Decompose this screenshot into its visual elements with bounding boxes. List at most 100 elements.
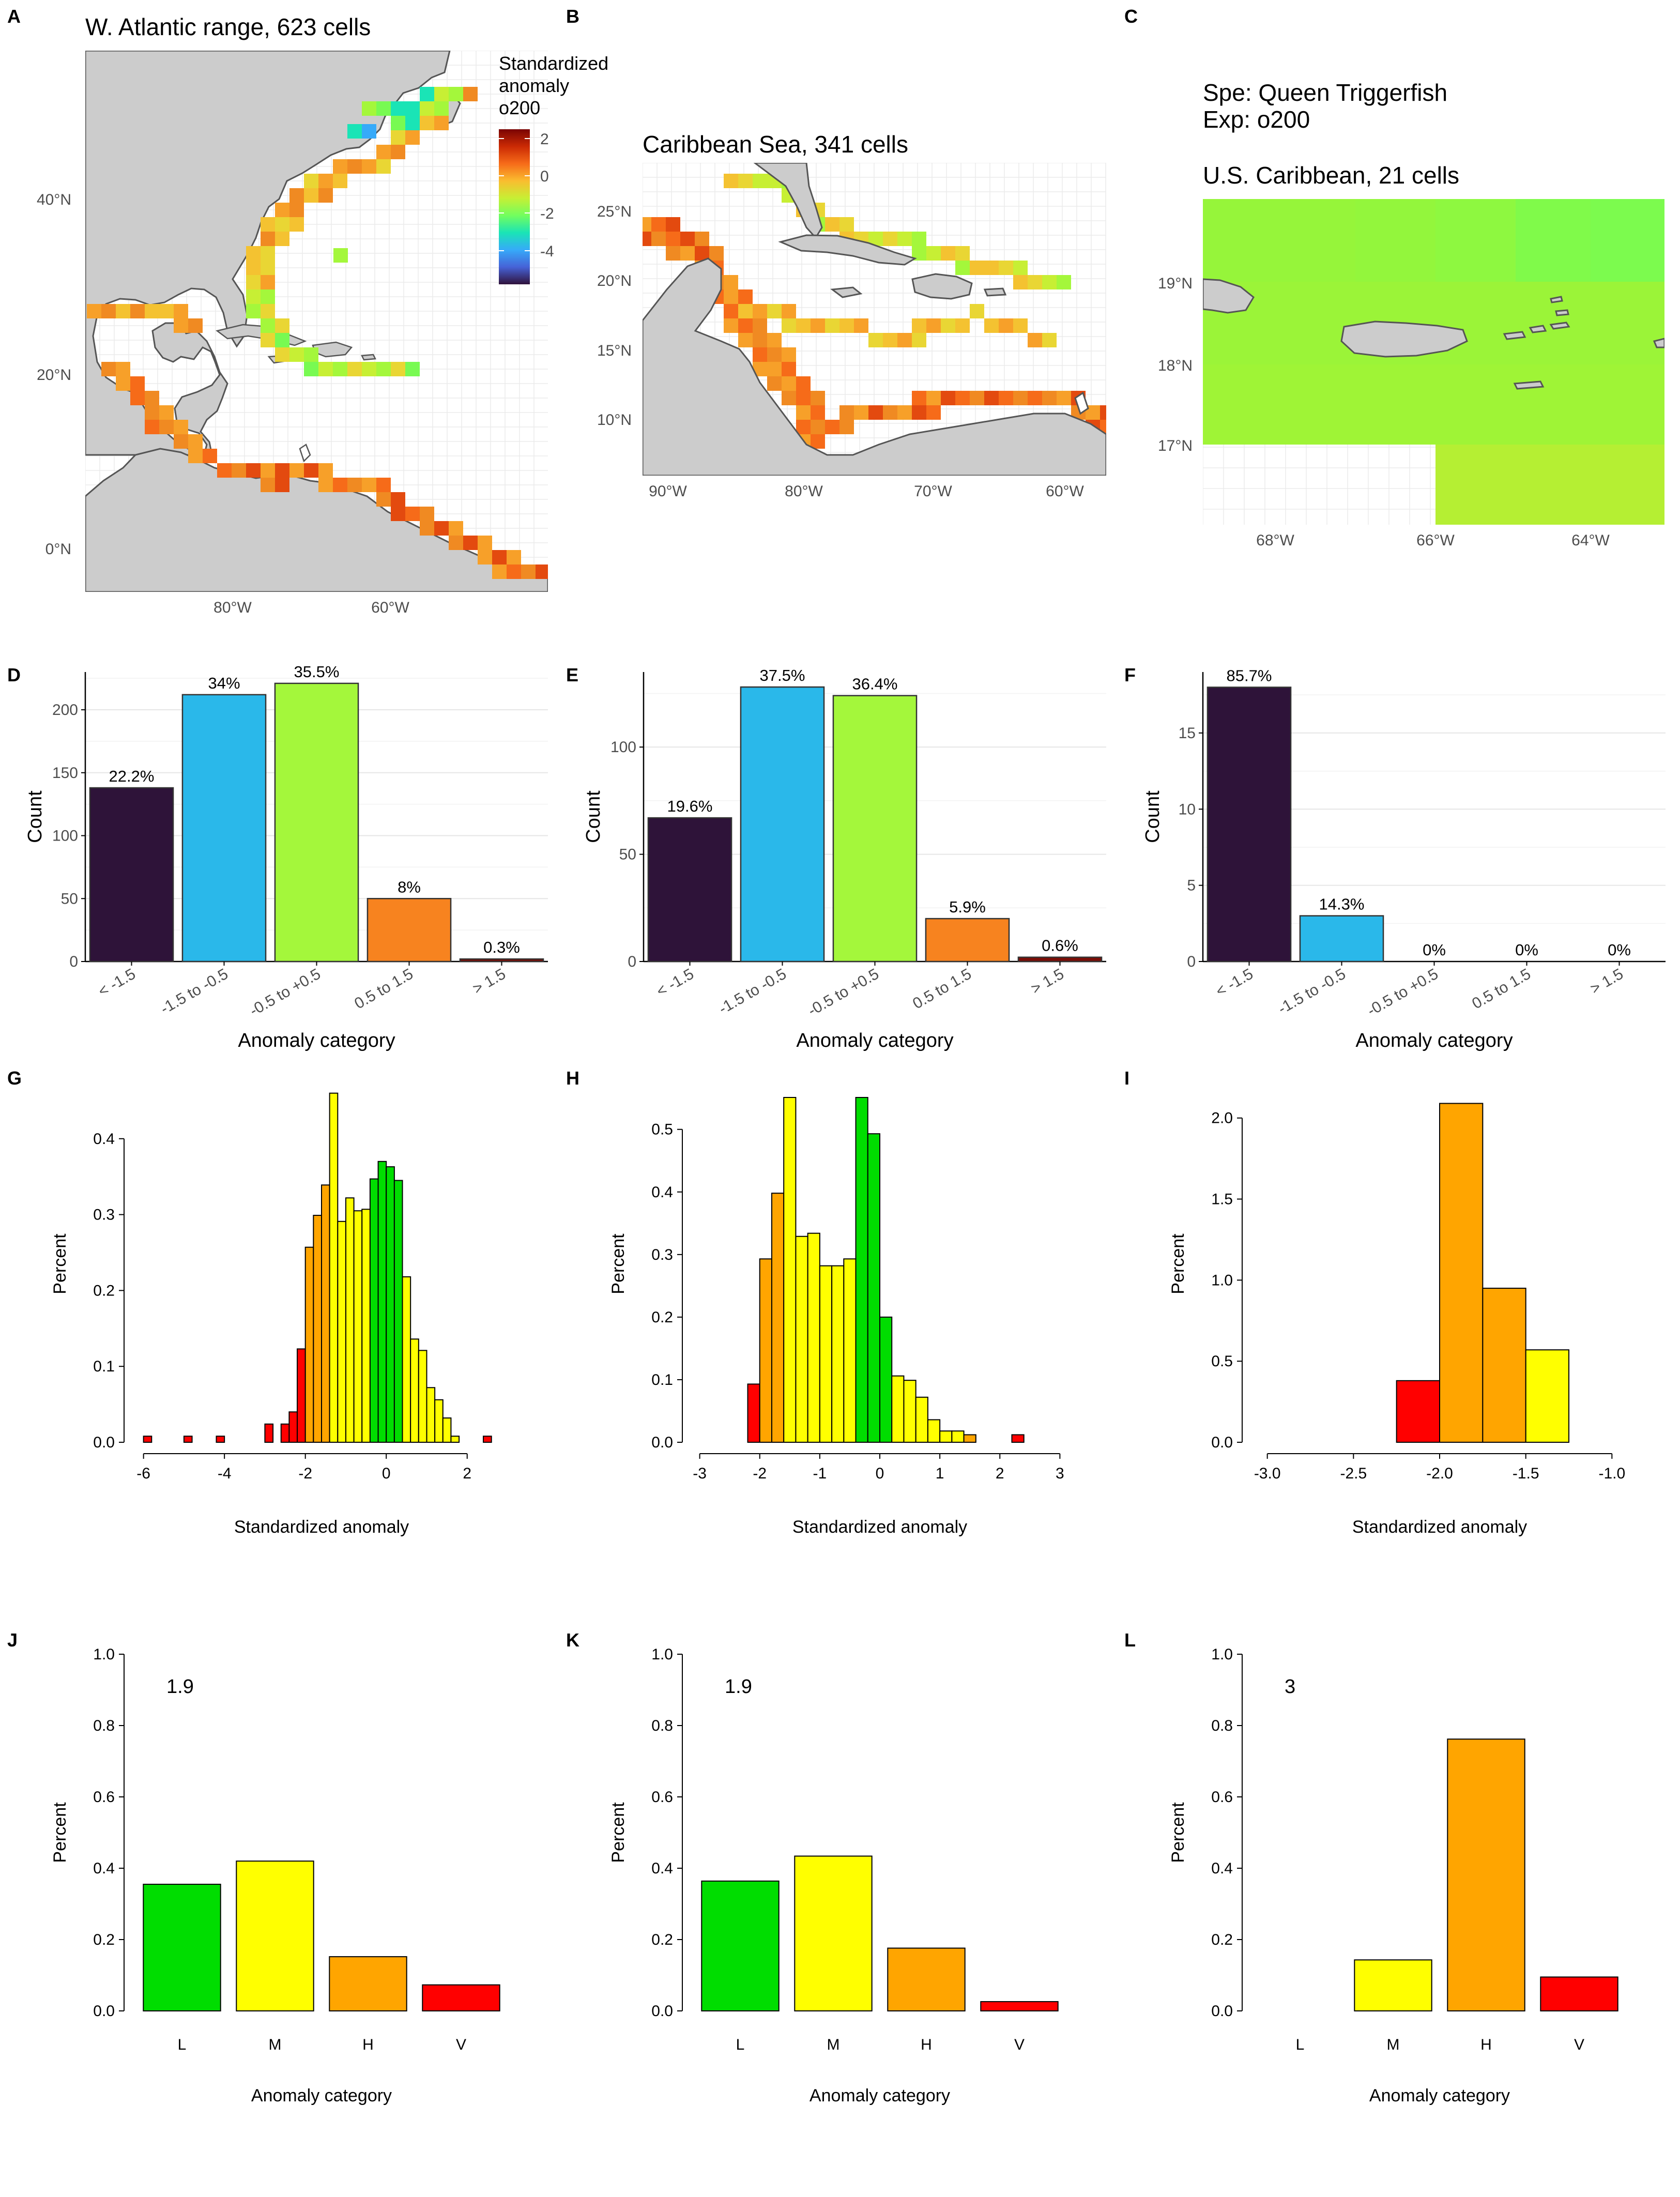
map-b-cell <box>912 333 926 347</box>
map-b-cell <box>912 391 926 405</box>
map-b-land-trinidad <box>1074 391 1089 415</box>
map-c-cell <box>1435 199 1516 282</box>
map-b-cell <box>970 304 984 318</box>
histogram-bin <box>337 1220 346 1443</box>
x-axis-title: Anomaly category <box>1355 1030 1513 1051</box>
map-a-xtick: 80°W <box>213 599 252 616</box>
map-a-cell <box>391 101 405 116</box>
y-tick-label: 0.8 <box>651 1717 673 1734</box>
y-axis-title: Count <box>1142 790 1164 843</box>
x-tick-label: V <box>1574 2036 1584 2053</box>
histogram-bin <box>304 1246 314 1443</box>
x-tick-label: M <box>827 2036 840 2053</box>
histogram-bin <box>771 1193 785 1443</box>
x-tick-label: -0.5 to +0.5 <box>1364 965 1441 1019</box>
bar-data-label: 22.2% <box>109 767 155 785</box>
map-a-cell <box>536 564 548 579</box>
legend-tick: 2 <box>540 131 549 148</box>
bar <box>1299 915 1384 963</box>
map-b-cell <box>680 246 695 261</box>
x-tick-label: -3 <box>693 1465 707 1482</box>
map-b-cell <box>897 232 912 246</box>
map-a-cell <box>203 449 217 463</box>
y-tick-label: 0.0 <box>1211 1434 1233 1451</box>
x-tick-label: H <box>1480 2036 1492 2053</box>
bar <box>887 1947 966 2012</box>
map-b-cell <box>767 347 782 362</box>
x-tick-label: 2 <box>463 1465 471 1482</box>
map-c-land-bvi <box>1550 296 1563 303</box>
histogram-bin <box>939 1430 953 1443</box>
bar-data-label: 37.5% <box>760 666 805 684</box>
map-b-xtick: 60°W <box>1046 483 1084 500</box>
x-tick-label: M <box>269 2036 282 2053</box>
map-panel-a: A W. Atlantic range, 623 cells 40°N 20°N… <box>7 6 608 616</box>
map-b-anomaly-cells <box>643 174 1106 449</box>
histogram-bin <box>426 1387 436 1443</box>
map-c-land-stjohn <box>1555 309 1569 316</box>
map-b-cell <box>955 318 970 333</box>
bar <box>980 2001 1059 2012</box>
map-a-cell <box>376 101 391 116</box>
y-tick-label: 0.2 <box>93 1282 115 1299</box>
y-tick-label: 0.0 <box>93 2003 115 2020</box>
bar-data-label: 35.5% <box>294 663 340 681</box>
histogram-bin <box>951 1430 965 1443</box>
map-b-cell <box>970 261 984 275</box>
x-axis-title: Anomaly category <box>796 1030 953 1051</box>
map-b-cell <box>796 420 811 434</box>
map-a-ytick: 0°N <box>45 541 71 558</box>
map-b-cell <box>825 318 839 333</box>
histogram-bin <box>418 1350 427 1443</box>
x-tick-label: L <box>178 2036 187 2053</box>
bar <box>1017 956 1103 963</box>
map-a-cell <box>130 391 145 405</box>
map-b-cell <box>999 391 1013 405</box>
map-a-cell <box>434 116 449 130</box>
x-tick-label: V <box>456 2036 466 2053</box>
map-a-cell <box>507 550 521 564</box>
map-c-xtick: 66°W <box>1416 532 1455 549</box>
y-tick-label: 0.8 <box>93 1717 115 1734</box>
y-tick-label: 15 <box>1179 725 1196 742</box>
map-b-cell <box>811 420 825 434</box>
map-b-cell <box>1028 275 1042 289</box>
map-b-cell <box>651 217 666 232</box>
map-b-land-hispaniola <box>911 273 973 300</box>
bar <box>329 1956 407 2012</box>
map-a-land-puerto-rico <box>361 354 376 361</box>
map-b-xtick: 70°W <box>914 483 952 500</box>
map-a-color-legend: Standardized anomaly o200 2 0 -2 -4 <box>499 53 608 284</box>
map-a-cell <box>376 362 391 376</box>
legend-tick: 0 <box>540 168 549 185</box>
map-b-cell <box>839 405 854 420</box>
map-b-cell <box>984 391 999 405</box>
map-a-cell <box>145 420 159 434</box>
map-c-xtick: 64°W <box>1571 532 1610 549</box>
x-tick-label: < -1.5 <box>95 965 139 1000</box>
map-a-cell <box>289 463 304 478</box>
legend-title-line: anomaly <box>499 75 569 96</box>
histogram-bin <box>1525 1349 1570 1443</box>
y-axis-title: Percent <box>1168 1802 1188 1863</box>
x-tick-label: > 1.5 <box>1028 965 1067 997</box>
map-b-ytick: 10°N <box>597 411 632 429</box>
map-b-cell <box>666 232 680 246</box>
bar-chart-k: K 0.0 0.2 0.4 0.6 0.8 1.0 L M H V 1.9 Anomaly catego… <box>566 1629 1059 2106</box>
map-b-cell <box>1057 391 1071 405</box>
histogram-bin <box>329 1092 339 1443</box>
map-a-cell <box>261 478 275 492</box>
bar-data-label: 85.7% <box>1227 666 1272 684</box>
map-a-cell <box>318 174 333 188</box>
y-tick-label: 0.0 <box>93 1434 115 1451</box>
histogram-bin <box>903 1380 917 1443</box>
map-b-cell <box>1028 333 1042 347</box>
map-panel-b: B Caribbean Sea, 341 cells 25°N 20°N 15°… <box>566 6 1106 500</box>
histogram-bin <box>855 1097 868 1443</box>
bar <box>1354 1959 1432 2012</box>
map-b-ytick: 15°N <box>597 342 632 359</box>
map-b-cell <box>955 246 970 261</box>
map-a-cell <box>420 507 434 521</box>
map-c-land-hispaniola-tip <box>1203 278 1255 314</box>
map-a-cell <box>116 362 130 376</box>
